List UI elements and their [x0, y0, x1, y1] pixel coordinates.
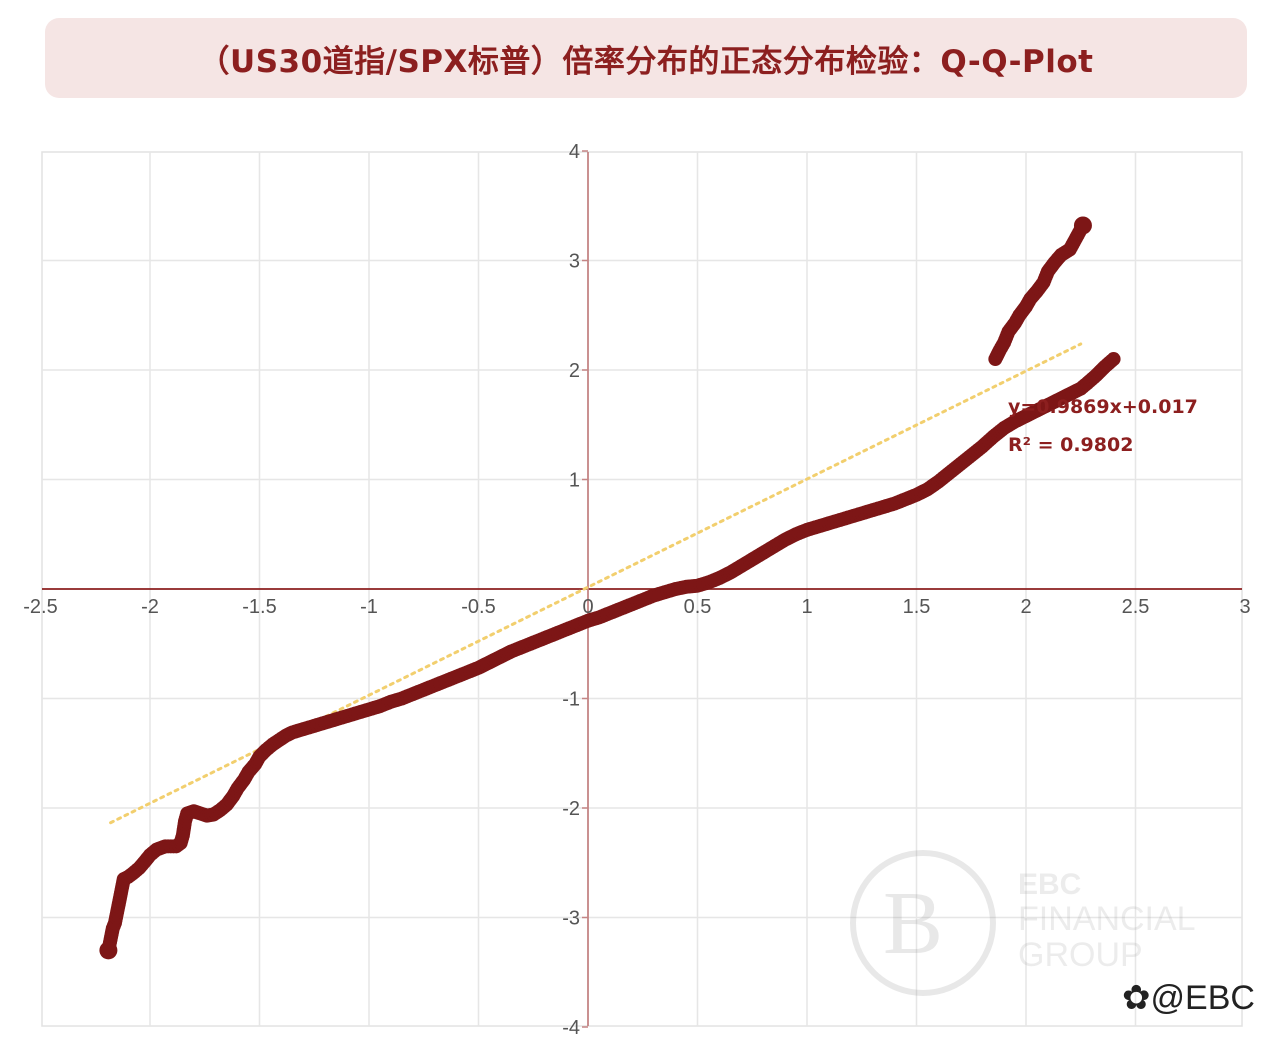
- y-tick-label: 1: [569, 470, 580, 492]
- y-tick-label: 4: [569, 141, 580, 163]
- y-tick-label: -1: [562, 689, 580, 711]
- x-tick-label: 3: [1239, 596, 1250, 618]
- tick-labels: -2.5 -2 -1.5 -1 -0.5 0 0.5 1 1.5 2 2.5 3 -4 -3 -2 -1 1 2 3…: [23, 141, 1250, 1039]
- watermark-line1: EBC: [1018, 868, 1082, 901]
- y-tick-label: -2: [562, 798, 580, 820]
- x-tick-label: -0.5: [461, 596, 495, 618]
- y-tick-label: -3: [562, 908, 580, 930]
- watermark-line3: GROUP: [1018, 936, 1143, 974]
- trendline-equation: y=0.9869x+0.017: [1008, 396, 1198, 418]
- data-point: [99, 941, 118, 960]
- x-tick-label: 1: [801, 596, 812, 618]
- y-tick-label: 2: [569, 360, 580, 382]
- ebc-logo-icon: B: [850, 850, 996, 996]
- x-tick-label: -1.5: [242, 596, 276, 618]
- data-points: [99, 216, 1121, 960]
- footer-handle: ✿@EBC: [1122, 978, 1255, 1018]
- y-tick-label: -4: [562, 1017, 580, 1039]
- x-tick-label: 0.5: [684, 596, 712, 618]
- chart-title-banner: （US30道指/SPX标普）倍率分布的正态分布检验：Q-Q-Plot: [45, 18, 1247, 98]
- weibo-icon: ✿: [1122, 979, 1151, 1017]
- x-tick-label: 2: [1020, 596, 1031, 618]
- x-tick-label: 0: [582, 596, 593, 618]
- watermark-line2: FINANCIAL: [1018, 900, 1196, 938]
- data-point: [1073, 216, 1092, 235]
- data-point: [1106, 352, 1121, 367]
- footer-handle-text: @EBC: [1150, 979, 1255, 1017]
- axes: [42, 150, 1242, 1028]
- chart-title: （US30道指/SPX标普）倍率分布的正态分布检验：Q-Q-Plot: [198, 43, 1094, 80]
- x-tick-label: -2: [141, 596, 159, 618]
- svg-text:B: B: [883, 874, 943, 973]
- x-tick-label: 1.5: [903, 596, 931, 618]
- y-tick-label: 3: [569, 251, 580, 273]
- ebc-watermark: B EBC FINANCIAL GROUP: [848, 848, 1208, 998]
- x-tick-label: 2.5: [1122, 596, 1150, 618]
- x-tick-label: -2.5: [23, 596, 57, 618]
- trendline-r-squared: R² = 0.9802: [1008, 434, 1133, 456]
- x-tick-label: -1: [360, 596, 378, 618]
